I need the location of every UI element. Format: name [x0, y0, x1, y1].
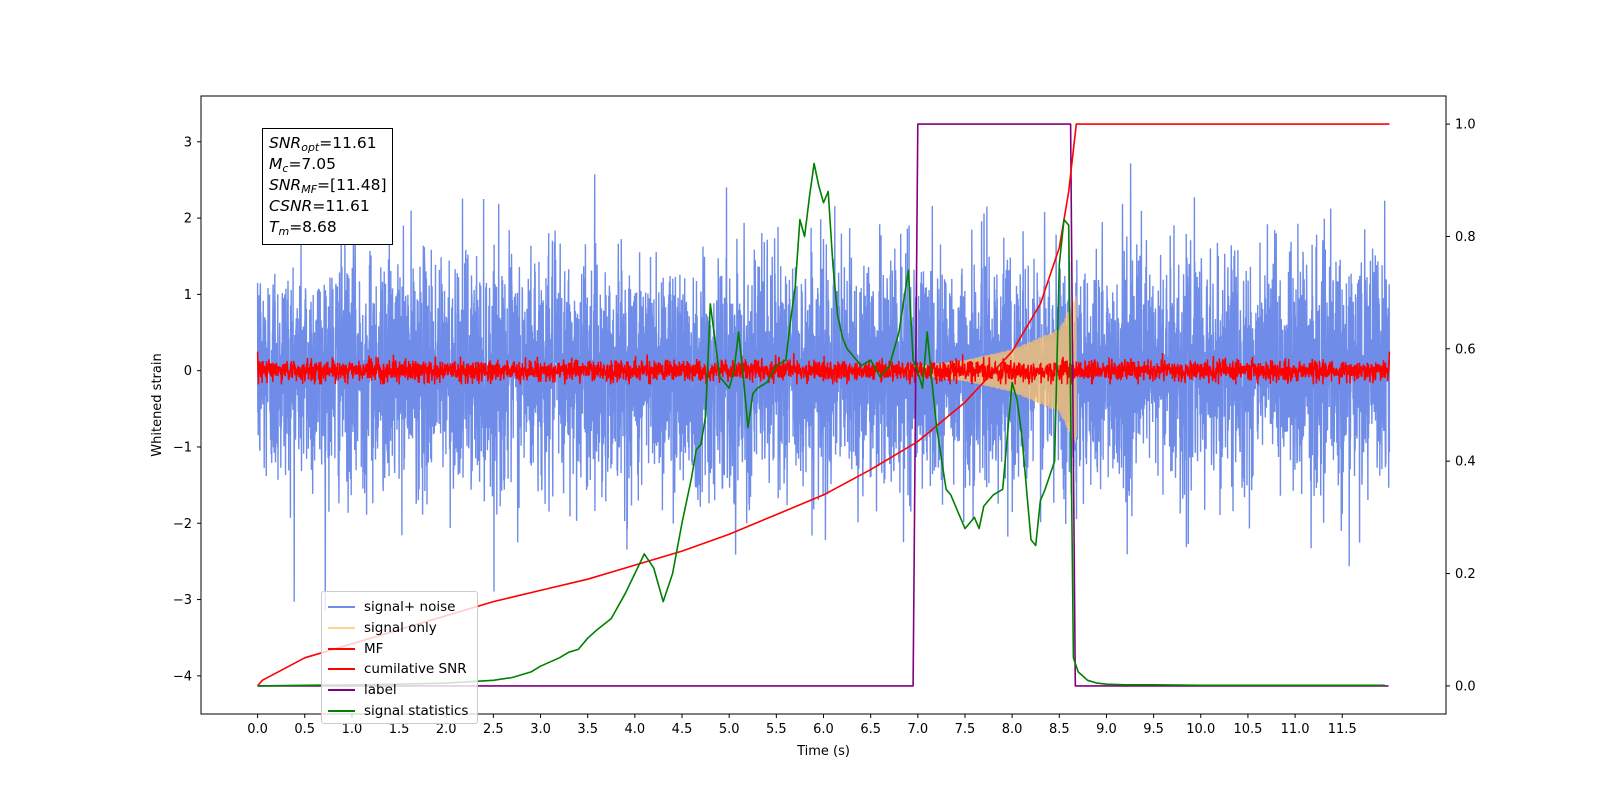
y-tick-label: −1: [173, 440, 192, 455]
legend-label: signal statistics: [364, 702, 469, 719]
y2-tick-label: 1.0: [1455, 118, 1476, 133]
y-tick-label: −3: [173, 593, 192, 608]
legend-label: MF: [364, 640, 384, 657]
x-tick-label: 9.0: [1096, 722, 1117, 737]
legend: signal+ noise signal only MF cumilative SNR…: [321, 591, 478, 724]
y-tick-label: 1: [184, 288, 192, 303]
series-label: [257, 123, 1389, 687]
x-tick-label: 2.0: [436, 722, 457, 737]
y-tick-label: −2: [173, 517, 192, 532]
x-axis-label: Time (s): [796, 744, 850, 759]
series-signal-statistics: [257, 162, 1385, 687]
y2-tick-label: 0.2: [1455, 567, 1476, 582]
legend-swatch: [328, 647, 355, 650]
legend-item: signal+ noise: [328, 597, 471, 618]
y-tick-label: 0: [184, 364, 192, 379]
mf-layer: [256, 351, 1391, 385]
x-tick-label: 1.5: [389, 722, 410, 737]
legend-swatch: [328, 689, 355, 692]
legend-item: label: [328, 680, 471, 701]
x-tick-label: 11.5: [1328, 722, 1357, 737]
x-tick-label: 4.0: [625, 722, 646, 737]
annotation-box: SNRopt=11.61 Mc=7.05 SNRMF=[11.48] CSNR=11.…: [262, 128, 393, 245]
x-tick-label: 10.5: [1233, 722, 1262, 737]
legend-item: signal statistics: [328, 700, 471, 721]
x-tick-label: 9.5: [1143, 722, 1164, 737]
legend-item: cumilative SNR: [328, 659, 471, 680]
legend-item: signal only: [328, 618, 471, 639]
series-signal-noise: [256, 163, 1391, 611]
x-tick-label: 7.5: [955, 722, 976, 737]
annotation-row: Mc=7.05: [269, 155, 336, 175]
y2-axis-ticks: 1.0 0.8 0.6 0.4 0.2 0.0: [1446, 118, 1476, 694]
x-tick-label: 7.0: [907, 722, 928, 737]
y-axis-label: Whitened strain: [150, 353, 165, 456]
annotation-row: CSNR=11.61: [269, 197, 370, 215]
annotation-row: SNRopt=11.61: [269, 134, 377, 154]
y-axis-ticks: 3 2 1 0 −1 −2 −3 −4: [173, 135, 201, 684]
legend-label: signal+ noise: [364, 599, 456, 616]
x-tick-label: 2.5: [483, 722, 504, 737]
y2-tick-label: 0.8: [1455, 230, 1476, 245]
y-tick-label: 2: [184, 212, 192, 227]
legend-label: signal only: [364, 620, 437, 637]
x-tick-label: 3.0: [530, 722, 551, 737]
y-tick-label: −4: [173, 669, 192, 684]
legend-swatch: [328, 709, 355, 712]
series-mf: [256, 351, 1391, 385]
x-tick-label: 6.0: [813, 722, 834, 737]
annotation-row: SNRMF=[11.48]: [269, 176, 387, 196]
legend-label: label: [364, 682, 397, 699]
y2-tick-label: 0.6: [1455, 342, 1476, 357]
x-tick-label: 4.5: [672, 722, 693, 737]
x-tick-label: 10.0: [1186, 722, 1215, 737]
legend-item: MF: [328, 638, 471, 659]
x-tick-label: 8.0: [1002, 722, 1023, 737]
x-tick-label: 6.5: [860, 722, 881, 737]
x-tick-label: 0.5: [294, 722, 315, 737]
annotation-row: Tm=8.68: [269, 218, 337, 238]
x-tick-label: 11.0: [1281, 722, 1310, 737]
x-tick-label: 8.5: [1049, 722, 1070, 737]
x-tick-label: 5.5: [766, 722, 787, 737]
legend-label: cumilative SNR: [364, 661, 467, 678]
x-tick-label: 0.0: [247, 722, 268, 737]
x-tick-label: 5.0: [719, 722, 740, 737]
y2-tick-label: 0.0: [1455, 679, 1476, 694]
legend-swatch: [328, 606, 355, 609]
x-tick-label: 3.5: [577, 722, 598, 737]
x-tick-label: 1.0: [342, 722, 363, 737]
x-axis-ticks: 0.0 0.5 1.0 1.5 2.0 2.5 3.0 3.5 4.0 4.5 5.0 5.5 6.0 6…: [247, 714, 1357, 737]
y2-tick-label: 0.4: [1455, 455, 1476, 470]
y-tick-label: 3: [184, 135, 192, 150]
legend-swatch: [328, 668, 355, 671]
legend-swatch: [328, 627, 355, 630]
signal-noise-layer: [256, 163, 1391, 611]
